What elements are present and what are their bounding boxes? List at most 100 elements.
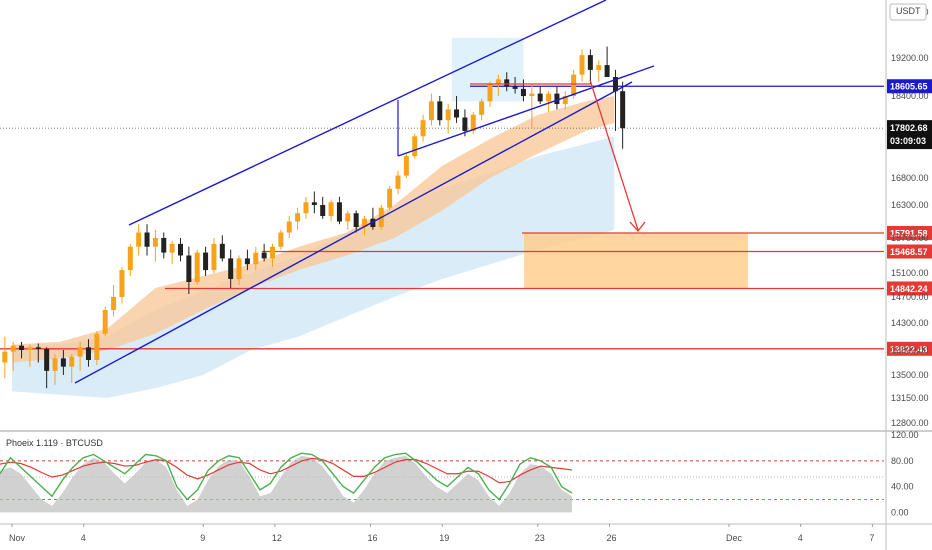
y-tick-6: 15700.00 — [891, 233, 929, 243]
channel-upper — [128, 0, 607, 226]
candle-body-63 — [529, 93, 535, 96]
x-tick-1: 4 — [81, 533, 86, 543]
level-tag-2 — [887, 244, 932, 259]
candle-body-71 — [596, 65, 602, 70]
level-tag-label-4: 13822.43 — [890, 344, 928, 354]
candle-body-53 — [445, 109, 451, 121]
x-tick-2: 9 — [200, 533, 205, 543]
x-tick-8: Dec — [726, 533, 743, 543]
candle-body-19 — [161, 238, 167, 253]
candle-body-25 — [211, 243, 217, 271]
candle-body-7 — [60, 358, 66, 367]
candle-body-60 — [504, 79, 510, 87]
level-tag-label-1: 15791.58 — [890, 228, 928, 238]
candle-body-24 — [203, 252, 209, 271]
candle-body-41 — [345, 213, 351, 222]
candle-body-39 — [328, 202, 334, 216]
candle-body-12 — [102, 310, 108, 334]
candle-body-44 — [370, 218, 376, 227]
indicator-title: Phoeix 1.119 · BTCUSD — [6, 438, 103, 448]
candle-body-35 — [295, 213, 301, 222]
cloud-band — [12, 37, 615, 398]
level-tag-label-0: 18605.65 — [890, 82, 928, 92]
candle-body-26 — [219, 243, 225, 259]
candle-body-1 — [10, 345, 16, 352]
y-tick-9: 14300.00 — [891, 318, 929, 328]
arrow-shaft — [589, 79, 639, 231]
candle-body-51 — [428, 101, 434, 121]
level-tag-label-3: 14842.24 — [890, 284, 928, 294]
current-price-tag — [887, 120, 932, 150]
candle-body-36 — [303, 202, 309, 214]
target-zone-box — [524, 232, 748, 289]
y-tick-13: 12800.00 — [891, 418, 929, 428]
candle-body-70 — [587, 55, 593, 70]
y-tick-7: 15100.00 — [891, 268, 929, 278]
candle-body-57 — [479, 101, 485, 115]
candle-body-50 — [420, 120, 426, 137]
currency-label[interactable]: USDT — [896, 6, 921, 16]
candle-body-62 — [520, 88, 526, 96]
osc-main-line — [0, 452, 573, 501]
candle-body-2 — [19, 345, 25, 350]
candle-body-54 — [454, 109, 460, 118]
candle-body-11 — [94, 333, 100, 360]
candle-body-18 — [152, 238, 158, 247]
y-tick-11: 13500.00 — [891, 370, 929, 380]
currency-box — [889, 3, 927, 21]
candle-body-30 — [253, 252, 259, 265]
candle-body-64 — [537, 93, 543, 102]
candle-body-49 — [412, 136, 418, 157]
horizontal-levels: 18605.65 15791.58 15468.57 14842.24 13822.43 — [0, 79, 932, 356]
candle-body-40 — [336, 202, 342, 222]
candle-body-73 — [612, 77, 618, 92]
x-tick-7: 26 — [607, 533, 617, 543]
candle-body-52 — [437, 101, 443, 121]
candle-body-31 — [261, 252, 267, 259]
y-tick-5: 16300.00 — [891, 200, 929, 210]
candle-body-22 — [186, 255, 192, 282]
candle-body-4 — [35, 347, 41, 349]
candle-body-69 — [579, 55, 585, 75]
level-tag-1 — [887, 225, 932, 240]
candle-body-47 — [395, 175, 401, 189]
candle-body-59 — [495, 79, 501, 85]
candle-body-43 — [362, 218, 368, 227]
trend-channel — [74, 0, 655, 384]
candle-body-61 — [512, 86, 518, 89]
current-price-label: 17802.68 — [890, 123, 928, 133]
candle-body-37 — [311, 202, 317, 205]
candle-body-67 — [562, 96, 568, 105]
y-tick-8: 14700.00 — [891, 292, 929, 302]
y-tick-2: 18400.00 — [891, 91, 929, 101]
ma-ribbon — [12, 96, 615, 363]
candle-body-72 — [604, 65, 610, 77]
candle-body-66 — [554, 93, 560, 105]
level-tag-0 — [887, 79, 932, 94]
candle-body-14 — [119, 270, 125, 297]
candle-body-34 — [286, 221, 292, 233]
candle-body-6 — [52, 358, 58, 371]
candle-body-28 — [236, 258, 242, 279]
candle-body-23 — [194, 252, 200, 282]
y-tick-4: 16800.00 — [891, 173, 929, 183]
x-tick-9: 4 — [798, 533, 803, 543]
target-zone — [524, 232, 748, 289]
osc-tick-2: 40.00 — [891, 482, 914, 492]
y-tick-12: 13150.00 — [891, 393, 929, 403]
candle-body-32 — [270, 246, 276, 259]
cloud-area — [12, 136, 615, 398]
arrow-head — [629, 221, 646, 233]
candle-body-48 — [403, 156, 409, 176]
candle-body-17 — [144, 232, 150, 247]
candle-body-38 — [320, 205, 326, 216]
wedge-lower — [397, 65, 655, 157]
y-tick-1: 19200.00 — [891, 53, 929, 63]
osc-tick-3: 0.00 — [891, 507, 909, 517]
candle-body-10 — [85, 347, 91, 360]
candle-body-74 — [620, 91, 626, 129]
countdown-label: 03:09:03 — [890, 136, 926, 146]
candle-body-46 — [387, 188, 393, 208]
candle-body-0 — [2, 351, 8, 363]
